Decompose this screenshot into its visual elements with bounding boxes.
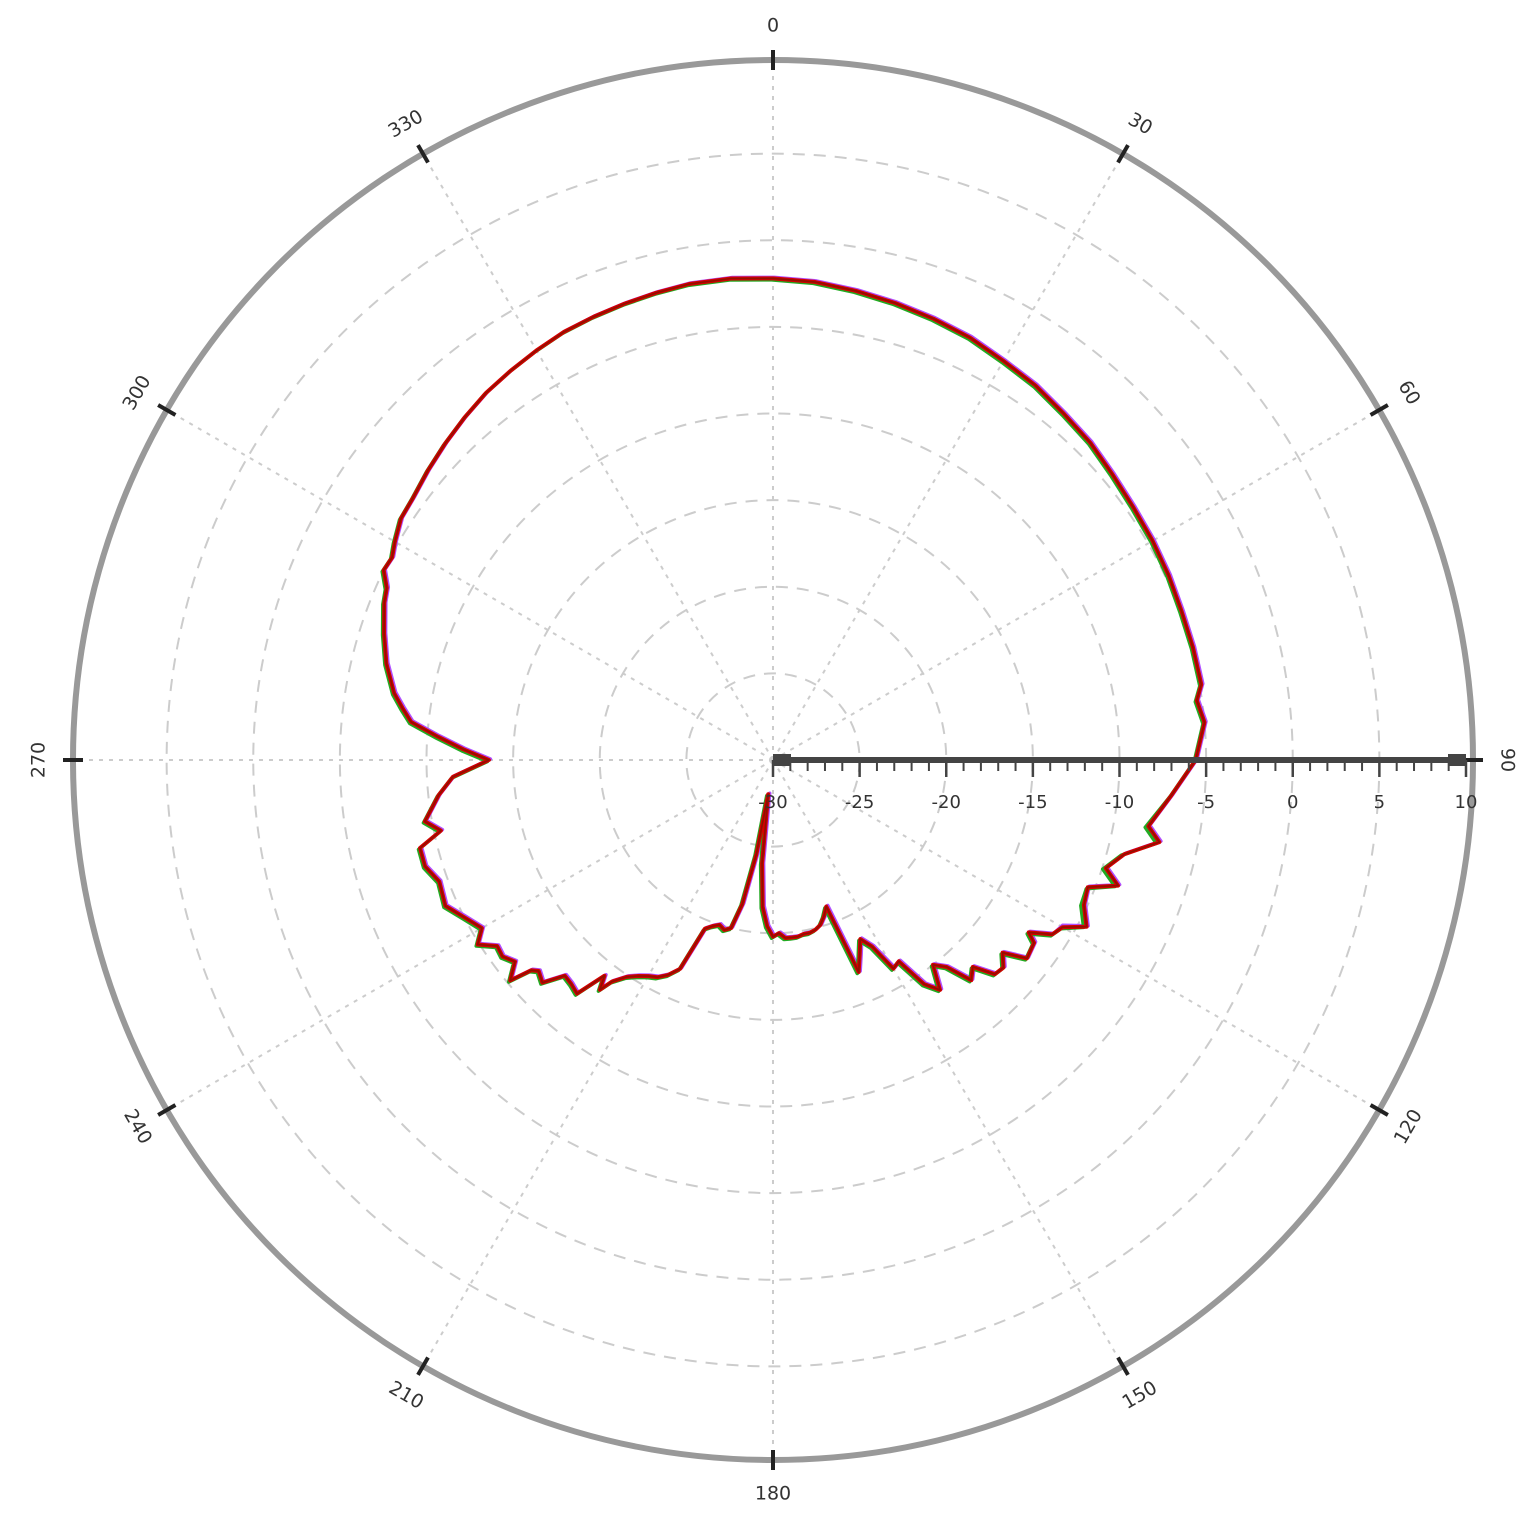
radial-tick-label: -15 bbox=[1018, 792, 1047, 813]
angle-label: 180 bbox=[755, 1483, 791, 1505]
radial-axis-start-cap bbox=[773, 754, 791, 766]
series-layer bbox=[380, 275, 1208, 997]
radial-tick-label: 5 bbox=[1374, 792, 1385, 813]
radial-tick-label: -5 bbox=[1197, 792, 1215, 813]
angle-label: 270 bbox=[28, 742, 50, 778]
angle-label: 210 bbox=[385, 1377, 427, 1414]
angle-label: 60 bbox=[1394, 377, 1425, 409]
radial-tick-label: -30 bbox=[758, 792, 787, 813]
angle-label: 240 bbox=[119, 1106, 156, 1148]
angle-tick bbox=[416, 1356, 430, 1376]
grid-spoke bbox=[772, 411, 1377, 761]
grid-spoke bbox=[169, 759, 774, 1109]
radial-axis: -30 -25 -20 -15 -10 -5 0 5 10 bbox=[758, 754, 1477, 813]
angle-tick bbox=[157, 403, 177, 417]
radial-tick-label: -25 bbox=[845, 792, 874, 813]
angle-tick bbox=[157, 1103, 177, 1117]
series-line-overlay bbox=[382, 277, 1206, 995]
radial-axis-end-cap bbox=[1448, 754, 1466, 766]
angle-label: 0 bbox=[767, 15, 779, 37]
angle-label: 30 bbox=[1124, 108, 1156, 139]
series-line bbox=[383, 275, 1208, 995]
grid-spoke bbox=[424, 156, 774, 761]
grid-spoke bbox=[772, 759, 1122, 1364]
grid-spoke bbox=[772, 156, 1122, 761]
angle-tick bbox=[1369, 1103, 1389, 1117]
grid-spoke bbox=[169, 411, 774, 761]
series-line bbox=[381, 276, 1207, 996]
series-line bbox=[380, 278, 1205, 997]
angle-label: 150 bbox=[1119, 1377, 1161, 1414]
radial-tick-label: 10 bbox=[1455, 792, 1478, 813]
radial-tick-label: -10 bbox=[1105, 792, 1134, 813]
angle-label: 120 bbox=[1390, 1106, 1427, 1148]
radial-tick-label: -20 bbox=[932, 792, 961, 813]
angle-label: 90 bbox=[1497, 748, 1519, 772]
angle-tick bbox=[416, 144, 430, 164]
grid-spoke bbox=[424, 759, 774, 1364]
angle-tick bbox=[1116, 144, 1130, 164]
angle-tick bbox=[1116, 1356, 1130, 1376]
angle-label: 330 bbox=[385, 105, 427, 142]
angle-label: 300 bbox=[118, 372, 155, 414]
radial-tick-label: 0 bbox=[1287, 792, 1298, 813]
grid-spoke bbox=[772, 759, 1377, 1109]
angle-tick bbox=[1369, 403, 1389, 417]
